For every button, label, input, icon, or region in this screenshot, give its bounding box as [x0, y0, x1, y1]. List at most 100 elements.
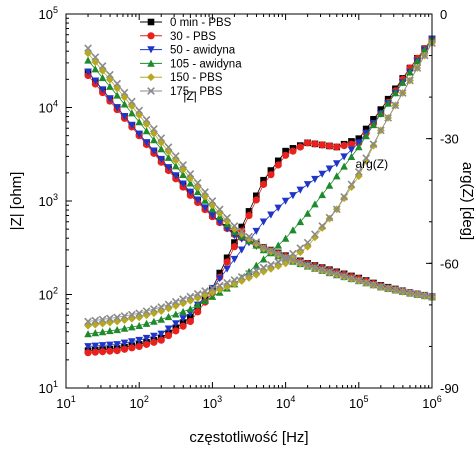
series-1-phase-point-29	[296, 143, 304, 151]
series-5-phase-point-12	[171, 297, 180, 306]
series-5-magnitude-point-44	[406, 289, 414, 297]
series-5-phase-point-26	[274, 258, 283, 266]
series-4-magnitude-point-6	[127, 102, 136, 111]
series-3-phase-point-14	[186, 305, 195, 313]
series-3-phase-point-44	[406, 68, 414, 76]
x-tick-label-0: 101	[56, 394, 75, 411]
series-4-magnitude-line	[87, 53, 433, 298]
series-2-phase-point-23	[252, 227, 261, 235]
series-0-phase-point-19	[223, 254, 231, 262]
series-layer	[84, 35, 436, 357]
series-5-magnitude-point-37	[354, 276, 363, 285]
series-1-phase-point-24	[259, 180, 268, 188]
series-2-phase-point-2	[98, 342, 107, 350]
series-4-phase-point-9	[149, 309, 158, 318]
series-5-phase-point-38	[362, 154, 371, 162]
series-4-phase-point-29	[296, 248, 305, 257]
series-1-phase-point-36	[347, 140, 356, 148]
series-4-phase-point-6	[127, 314, 136, 323]
series-3-phase-point-38	[362, 132, 370, 140]
series-3-phase-point-1	[91, 329, 100, 337]
series-5	[84, 39, 436, 326]
series-5-phase-point-16	[201, 287, 209, 295]
series-3-magnitude-point-3	[106, 82, 114, 90]
series-4-magnitude-point-3	[105, 75, 114, 84]
series-5-phase-point-6	[127, 310, 136, 319]
series-1-phase-point-9	[150, 338, 158, 346]
series-5-magnitude-point-13	[179, 161, 187, 169]
series-5-phase-point-39	[369, 140, 378, 149]
series-2-phase-point-7	[135, 336, 143, 345]
series-5-phase-point-20	[230, 276, 239, 284]
series-5-phase-point-9	[150, 305, 158, 313]
labels-layer: częstotliwość [Hz] |Z| [ohm] arg(Z) [deg] |…	[8, 89, 476, 446]
series-0-phase-point-13	[179, 319, 187, 326]
series-3-phase-point-39	[369, 121, 378, 129]
series-2-phase-point-29	[296, 186, 305, 194]
series-1-phase-point-2	[99, 348, 107, 356]
series-2-phase-point-6	[128, 338, 136, 346]
legend-label-3: 105 - awidyna	[170, 58, 242, 70]
series-3-phase-point-17	[208, 292, 217, 300]
series-3-phase-point-33	[325, 181, 334, 189]
series-1-phase-point-19	[223, 258, 231, 266]
series-1-phase-point-23	[252, 196, 260, 204]
series-4-magnitude-point-24	[259, 244, 268, 253]
series-3-phase-point-37	[355, 143, 363, 151]
series-3-phase-point-45	[413, 57, 422, 65]
series-5-magnitude-point-5	[120, 88, 129, 97]
series-3-magnitude-point-12	[172, 162, 180, 170]
series-1-phase-point-6	[128, 344, 136, 352]
series-5-magnitude-point-29	[296, 258, 305, 267]
y-left-tick-label-4: 105	[39, 5, 58, 22]
series-5-phase-point-28	[289, 249, 297, 258]
series-5-phase-point-46	[420, 51, 429, 60]
series-5-phase-point-0	[84, 317, 92, 326]
series-4-magnitude-point-11	[164, 147, 173, 156]
legend-marker-4	[147, 73, 155, 82]
series-3-magnitude-point-11	[164, 153, 173, 161]
series-1-phase-point-32	[318, 141, 326, 149]
series-3-phase-point-13	[179, 307, 187, 315]
annotation-0: |Z|	[183, 89, 197, 103]
series-5-phase-point-24	[259, 263, 268, 272]
series-0-phase-point-25	[267, 167, 275, 174]
series-5-magnitude-point-33	[325, 268, 334, 276]
series-5-phase-point-8	[142, 307, 151, 315]
annotation-1: arg(Z)	[355, 157, 388, 171]
series-5-magnitude-point-1	[91, 53, 100, 61]
series-5-phase-point-41	[384, 114, 392, 122]
series-4-phase-point-21	[237, 277, 246, 285]
series-5-phase-point-14	[186, 292, 195, 301]
series-3-magnitude-point-2	[98, 73, 107, 82]
y-right-tick-label-3: -90	[440, 381, 459, 396]
series-5-phase-point-43	[398, 89, 407, 97]
legend-label-4: 150 - PBS	[170, 72, 223, 84]
series-5-magnitude-point-15	[193, 179, 202, 187]
series-4-magnitude-point-23	[252, 239, 261, 248]
series-1-phase-point-4	[113, 347, 121, 355]
series-4-magnitude-point-10	[157, 138, 166, 147]
series-4-phase-point-1	[91, 320, 100, 329]
series-1-phase-point-3	[106, 347, 114, 355]
series-2-phase-point-11	[164, 325, 173, 333]
series-5-phase-point-25	[267, 260, 275, 269]
series-3-phase-point-26	[274, 241, 283, 249]
series-3-magnitude-point-5	[120, 100, 129, 108]
y-left-tick-label-0: 101	[39, 379, 58, 396]
series-5-phase-point-2	[98, 315, 107, 324]
series-2-magnitude-point-8	[142, 139, 151, 147]
series-3-phase-point-35	[340, 162, 348, 170]
series-2-magnitude-point-10	[157, 155, 166, 163]
series-4-phase-point-23	[252, 270, 261, 279]
series-5-magnitude-point-35	[340, 272, 348, 281]
series-5-phase-point-45	[413, 64, 422, 72]
series-5-magnitude-point-23	[252, 238, 261, 246]
series-5-phase-point-44	[406, 76, 414, 85]
series-1-phase-point-15	[194, 308, 202, 316]
series-5-phase-point-21	[237, 272, 246, 281]
series-3-magnitude-point-1	[91, 65, 100, 73]
series-3-magnitude-point-0	[84, 56, 92, 64]
series-1-phase-line	[88, 38, 433, 354]
